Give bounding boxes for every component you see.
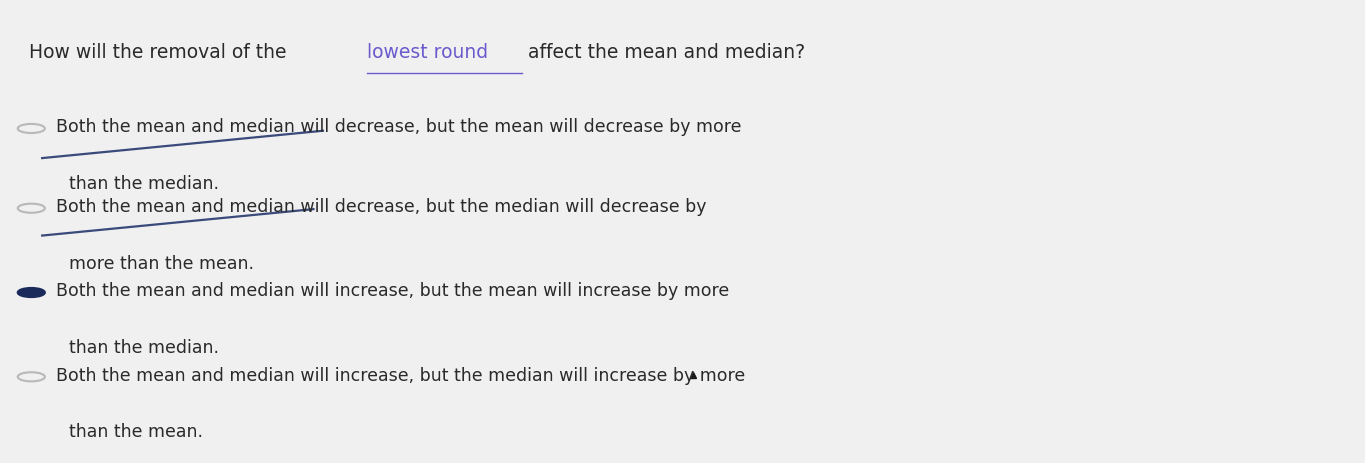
Circle shape (18, 288, 45, 297)
Text: Both the mean and median will increase, but the median will increase by more: Both the mean and median will increase, … (56, 366, 745, 384)
Text: lowest round: lowest round (367, 43, 487, 62)
Text: more than the mean.: more than the mean. (70, 254, 254, 272)
Text: than the median.: than the median. (70, 338, 220, 357)
Text: Both the mean and median will decrease, but the median will decrease by: Both the mean and median will decrease, … (56, 198, 706, 215)
Text: affect the mean and median?: affect the mean and median? (521, 43, 805, 62)
Text: than the median.: than the median. (70, 175, 220, 193)
Text: Both the mean and median will increase, but the mean will increase by more: Both the mean and median will increase, … (56, 282, 729, 300)
Text: How will the removal of the: How will the removal of the (29, 43, 292, 62)
Text: Both the mean and median will decrease, but the mean will decrease by more: Both the mean and median will decrease, … (56, 118, 741, 136)
Text: than the mean.: than the mean. (70, 423, 203, 440)
